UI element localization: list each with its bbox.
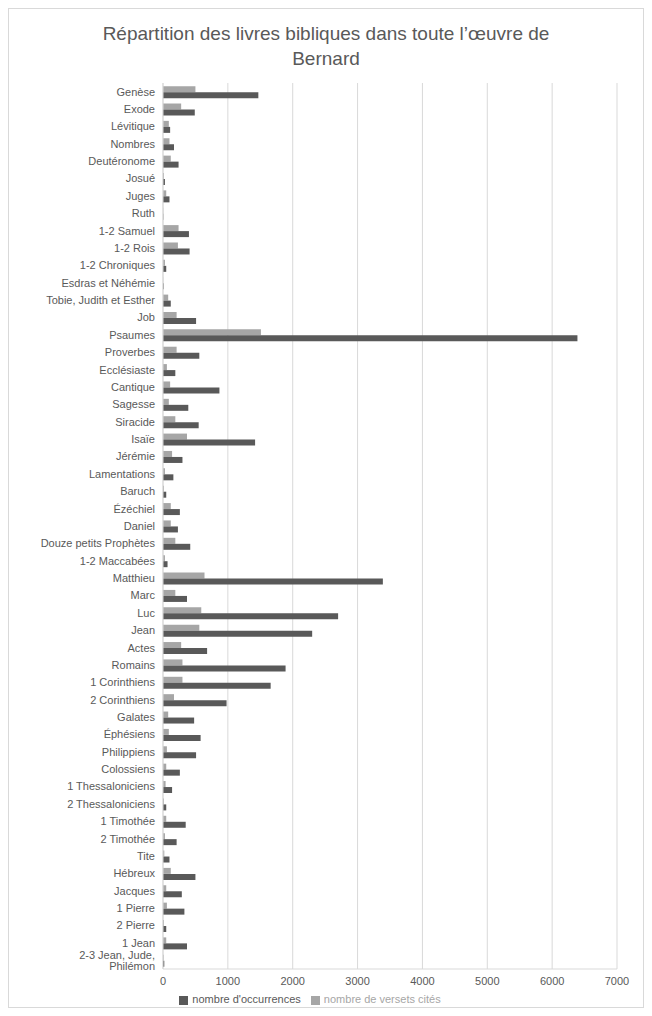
svg-text:7000: 7000: [605, 975, 629, 987]
svg-text:Exode: Exode: [124, 103, 155, 115]
svg-text:Daniel: Daniel: [124, 520, 155, 532]
svg-text:2 Corinthiens: 2 Corinthiens: [90, 694, 155, 706]
html-text:nombre d'occurrences: nombre d'occurrences: [192, 993, 301, 1005]
svg-text:Galates: Galates: [117, 711, 155, 723]
svg-text:Matthieu: Matthieu: [113, 572, 155, 584]
svg-text:Nombres: Nombres: [110, 138, 155, 150]
svg-text:1 Pierre: 1 Pierre: [116, 902, 155, 914]
svg-text:2 Timothée: 2 Timothée: [101, 833, 155, 845]
svg-text:Tobie, Judith et Esther: Tobie, Judith et Esther: [46, 294, 155, 306]
svg-text:1 Thessaloniciens: 1 Thessaloniciens: [67, 780, 155, 792]
svg-text:Baruch: Baruch: [120, 485, 155, 497]
svg-text:Josué: Josué: [126, 172, 155, 184]
svg-text:1 Corinthiens: 1 Corinthiens: [90, 676, 155, 688]
svg-text:Genèse: Genèse: [116, 86, 155, 98]
svg-text:Job: Job: [137, 311, 155, 323]
svg-text:Isaïe: Isaïe: [131, 433, 155, 445]
svg-text:Philippiens: Philippiens: [102, 746, 156, 758]
svg-text:2000: 2000: [280, 975, 304, 987]
svg-text:Deutéronome: Deutéronome: [88, 155, 155, 167]
svg-text:Lamentations: Lamentations: [89, 468, 156, 480]
svg-text:3000: 3000: [345, 975, 369, 987]
svg-text:Jérémie: Jérémie: [116, 450, 155, 462]
svg-text:2 Pierre: 2 Pierre: [116, 919, 155, 931]
svg-text:Douze petits Prophètes: Douze petits Prophètes: [41, 537, 156, 549]
svg-text:Éphésiens: Éphésiens: [104, 728, 156, 740]
svg-text:Esdras et Néhémie: Esdras et Néhémie: [61, 277, 155, 289]
svg-text:1000: 1000: [216, 975, 240, 987]
svg-text:Lévitique: Lévitique: [111, 120, 155, 132]
svg-text:Ézéchiel: Ézéchiel: [113, 503, 155, 515]
svg-text:Hébreux: Hébreux: [113, 867, 155, 879]
svg-text:Proverbes: Proverbes: [105, 346, 156, 358]
svg-text:Jacques: Jacques: [114, 885, 155, 897]
svg-text:Juges: Juges: [126, 190, 156, 202]
svg-text:Sagesse: Sagesse: [112, 398, 155, 410]
svg-text:Tite: Tite: [137, 850, 155, 862]
svg-text:2-3 Jean, Jude,Philémon: 2-3 Jean, Jude,Philémon: [79, 949, 155, 972]
svg-text:Luc: Luc: [137, 607, 155, 619]
svg-text:1-2 Maccabées: 1-2 Maccabées: [80, 555, 156, 567]
svg-text:1-2 Rois: 1-2 Rois: [114, 242, 155, 254]
svg-text:1 Timothée: 1 Timothée: [101, 815, 155, 827]
svg-text:1-2 Chroniques: 1-2 Chroniques: [80, 259, 156, 271]
svg-text:5000: 5000: [475, 975, 499, 987]
svg-text:Jean: Jean: [131, 624, 155, 636]
svg-text:Marc: Marc: [131, 589, 156, 601]
svg-text:Psaumes: Psaumes: [109, 329, 155, 341]
svg-text:4000: 4000: [410, 975, 434, 987]
svg-text:0: 0: [160, 975, 166, 987]
svg-text:1 Jean: 1 Jean: [122, 937, 155, 949]
svg-text:2 Thessaloniciens: 2 Thessaloniciens: [67, 798, 155, 810]
svg-text:Siracide: Siracide: [115, 416, 155, 428]
html-text:nombre de versets cités: nombre de versets cités: [323, 993, 441, 1005]
svg-text:Actes: Actes: [127, 642, 155, 654]
svg-text:Cantique: Cantique: [111, 381, 155, 393]
svg-text:Ruth: Ruth: [132, 207, 155, 219]
html-text:Répartition des livres bibliqu: Répartition des livres bibliques dans to…: [102, 23, 550, 69]
svg-text:Ecclésiaste: Ecclésiaste: [99, 364, 155, 376]
svg-text:Romains: Romains: [112, 659, 156, 671]
svg-text:6000: 6000: [540, 975, 564, 987]
svg-text:Colossiens: Colossiens: [101, 763, 155, 775]
svg-text:1-2 Samuel: 1-2 Samuel: [99, 225, 155, 237]
